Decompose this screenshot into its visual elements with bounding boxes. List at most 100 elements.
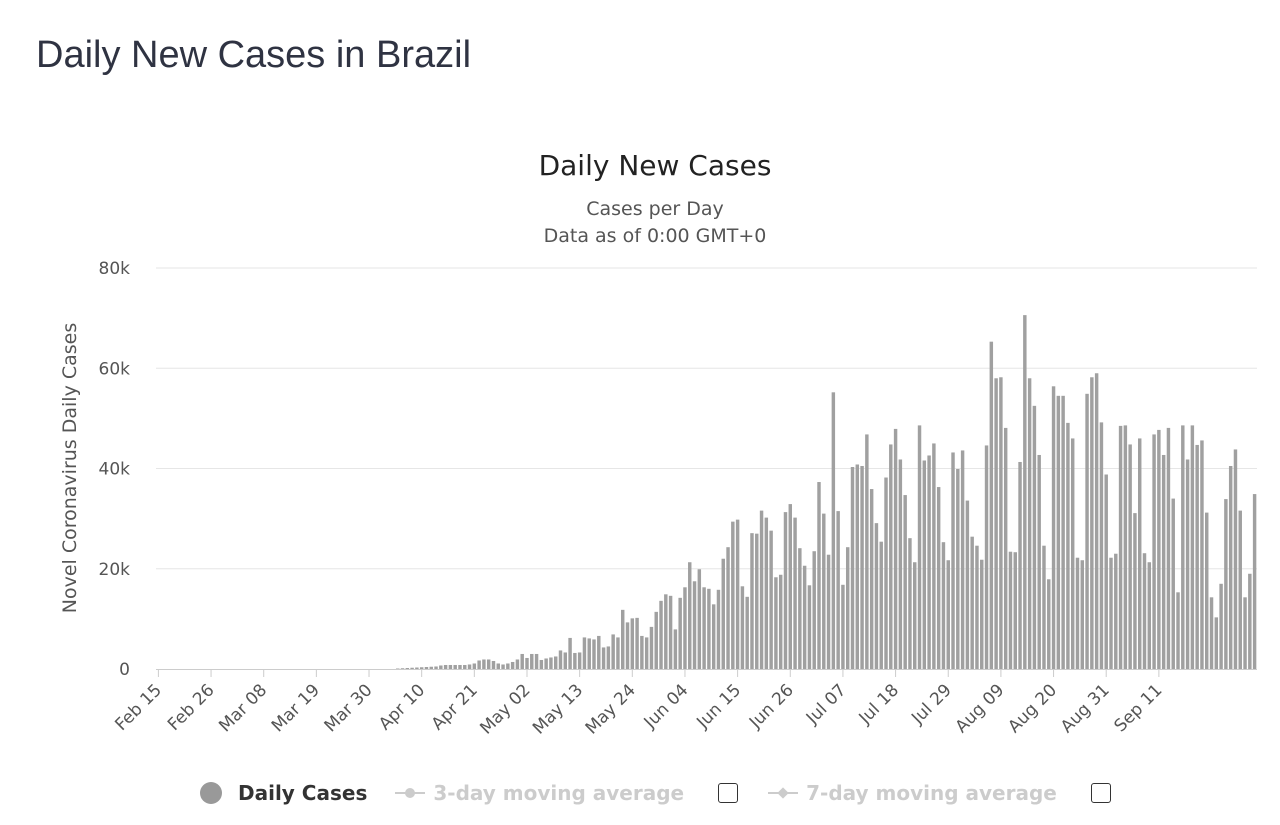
bar[interactable] [884, 477, 888, 669]
bar[interactable] [664, 594, 668, 669]
bar[interactable] [400, 668, 405, 669]
bar[interactable] [1018, 461, 1022, 669]
bar[interactable] [769, 530, 773, 669]
bar[interactable] [491, 660, 496, 669]
bar[interactable] [750, 533, 754, 669]
bar[interactable] [874, 523, 879, 669]
bar[interactable] [506, 663, 510, 669]
bar[interactable] [1056, 395, 1061, 669]
bar[interactable] [956, 469, 960, 669]
bar[interactable] [822, 513, 826, 669]
bar[interactable] [1047, 579, 1051, 669]
bar[interactable] [434, 666, 438, 669]
bar[interactable] [1138, 438, 1142, 669]
bar[interactable] [1195, 444, 1199, 669]
bar[interactable] [1013, 552, 1017, 669]
bar[interactable] [515, 659, 520, 669]
bar[interactable] [1181, 425, 1185, 669]
bar[interactable] [975, 545, 979, 669]
bar[interactable] [860, 465, 864, 669]
bar[interactable] [936, 487, 941, 669]
bar[interactable] [1085, 393, 1089, 669]
bar[interactable] [735, 519, 740, 669]
bar[interactable] [1147, 562, 1152, 669]
bar[interactable] [1166, 427, 1171, 669]
bar[interactable] [889, 444, 893, 669]
bar[interactable] [807, 585, 812, 669]
bar[interactable] [616, 637, 620, 669]
bar[interactable] [1032, 405, 1037, 669]
bar[interactable] [606, 646, 611, 669]
bar[interactable] [946, 560, 950, 669]
bar[interactable] [980, 559, 984, 669]
bar[interactable] [1042, 545, 1046, 669]
bar[interactable] [582, 637, 587, 669]
bar[interactable] [960, 450, 965, 669]
bar[interactable] [419, 667, 424, 669]
bar[interactable] [482, 659, 486, 669]
bar[interactable] [1118, 425, 1123, 669]
bar[interactable] [472, 663, 477, 669]
bar[interactable] [999, 377, 1003, 669]
3-day-average-checkbox[interactable] [718, 783, 739, 803]
bar[interactable] [932, 443, 936, 669]
bar[interactable] [711, 604, 716, 669]
bar[interactable] [1224, 499, 1228, 669]
bar[interactable] [1233, 449, 1238, 669]
bar[interactable] [410, 667, 414, 669]
bar[interactable] [592, 639, 596, 669]
bar[interactable] [922, 460, 927, 669]
bar[interactable] [424, 667, 429, 669]
bar[interactable] [764, 517, 769, 669]
bar[interactable] [1099, 422, 1104, 669]
bar[interactable] [802, 565, 807, 669]
bar[interactable] [621, 609, 625, 669]
bar[interactable] [865, 434, 869, 669]
bar[interactable] [798, 548, 802, 669]
bar[interactable] [984, 445, 989, 669]
bar[interactable] [1205, 512, 1209, 669]
bar[interactable] [941, 542, 946, 669]
bar[interactable] [415, 667, 419, 670]
bar[interactable] [1070, 438, 1075, 669]
bar[interactable] [845, 547, 850, 669]
bar[interactable] [486, 659, 491, 669]
bar[interactable] [501, 664, 505, 669]
bar[interactable] [1200, 440, 1204, 669]
bar[interactable] [405, 668, 410, 669]
bar[interactable] [683, 587, 687, 669]
bar[interactable] [453, 664, 457, 669]
bar[interactable] [826, 554, 831, 669]
bar[interactable] [573, 652, 577, 669]
bar[interactable] [692, 581, 697, 669]
bar[interactable] [525, 657, 529, 669]
bar[interactable] [707, 588, 711, 669]
bar[interactable] [817, 482, 821, 669]
bar[interactable] [913, 562, 917, 669]
bar[interactable] [759, 510, 764, 669]
bar[interactable] [443, 664, 448, 669]
bar[interactable] [597, 635, 601, 669]
bar[interactable] [965, 500, 970, 669]
bar[interactable] [553, 656, 558, 669]
bar[interactable] [668, 595, 673, 669]
bar[interactable] [611, 634, 615, 669]
bar[interactable] [989, 341, 994, 669]
legend-item-7-day-average[interactable]: 7-day moving average [768, 781, 1057, 805]
bar[interactable] [640, 635, 644, 669]
bar[interactable] [726, 547, 730, 669]
bar[interactable] [539, 659, 544, 669]
bar[interactable] [1161, 454, 1166, 669]
bar[interactable] [568, 637, 572, 669]
bar[interactable] [1214, 617, 1219, 669]
bar[interactable] [448, 664, 453, 669]
bar[interactable] [601, 647, 606, 669]
bar[interactable] [783, 512, 788, 669]
bar[interactable] [1061, 395, 1065, 669]
bar[interactable] [970, 536, 974, 669]
bar[interactable] [836, 511, 840, 669]
bar[interactable] [893, 428, 898, 669]
bar[interactable] [879, 541, 883, 669]
bar[interactable] [396, 668, 400, 670]
bar[interactable] [1190, 425, 1195, 669]
